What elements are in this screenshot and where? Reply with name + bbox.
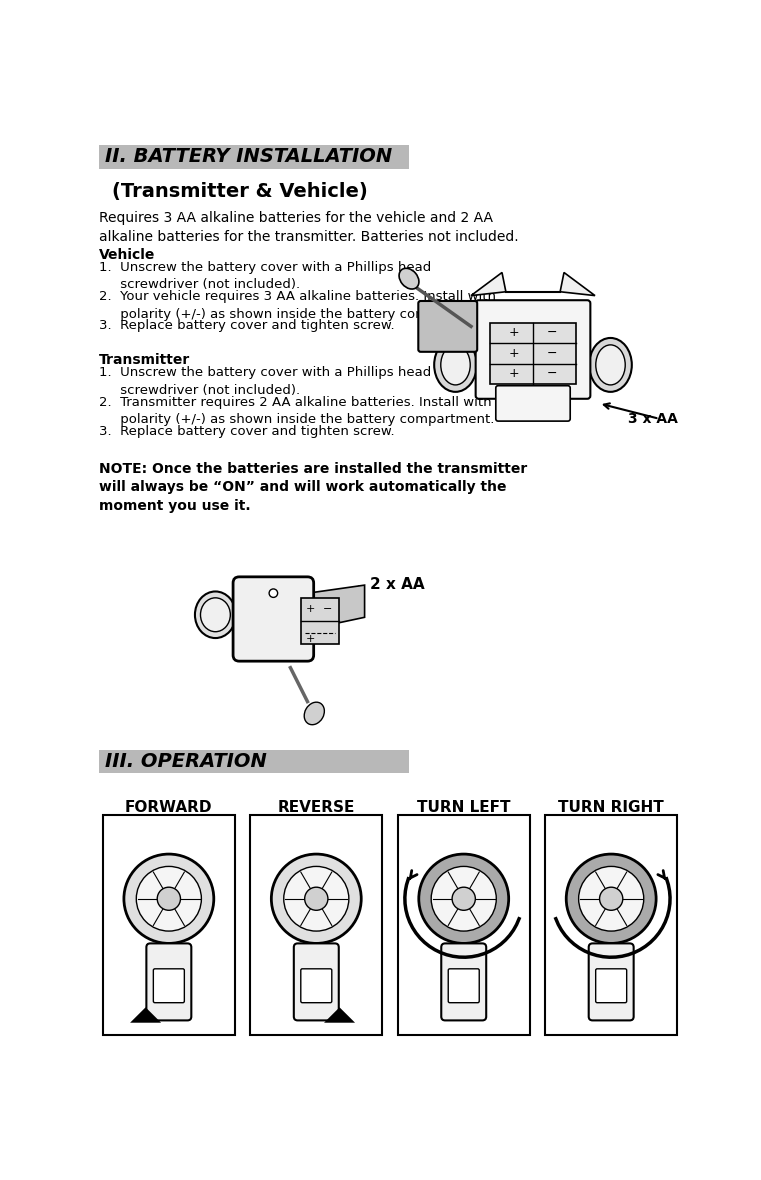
Polygon shape	[471, 273, 506, 296]
Text: II. BATTERY INSTALLATION: II. BATTERY INSTALLATION	[105, 148, 393, 166]
Ellipse shape	[589, 337, 632, 392]
Bar	[398, 815, 530, 1035]
Text: 3.  Replace battery cover and tighten screw.: 3. Replace battery cover and tighten scr…	[99, 320, 395, 333]
FancyBboxPatch shape	[301, 969, 332, 1003]
Polygon shape	[130, 1008, 161, 1023]
Ellipse shape	[441, 345, 470, 385]
Ellipse shape	[304, 702, 324, 725]
Bar	[490, 322, 575, 385]
Text: +: +	[306, 634, 316, 643]
Text: 1.  Unscrew the battery cover with a Phillips head
     screwdriver (not include: 1. Unscrew the battery cover with a Phil…	[99, 367, 431, 396]
Text: +: +	[508, 327, 519, 340]
Circle shape	[269, 589, 278, 597]
Circle shape	[272, 854, 361, 943]
Text: −: −	[547, 327, 558, 340]
Text: TURN RIGHT: TURN RIGHT	[559, 800, 664, 815]
FancyBboxPatch shape	[596, 969, 626, 1003]
Text: FORWARD: FORWARD	[125, 800, 212, 815]
Ellipse shape	[399, 268, 419, 289]
Text: +: +	[306, 604, 316, 615]
FancyBboxPatch shape	[496, 386, 570, 421]
Polygon shape	[305, 585, 365, 630]
Circle shape	[431, 866, 496, 931]
Text: 3 x AA: 3 x AA	[628, 412, 678, 426]
Circle shape	[578, 866, 644, 931]
Text: Requires 3 AA alkaline batteries for the vehicle and 2 AA
alkaline batteries for: Requires 3 AA alkaline batteries for the…	[99, 211, 519, 244]
FancyBboxPatch shape	[233, 577, 314, 661]
Text: III. OPERATION: III. OPERATION	[105, 752, 267, 771]
FancyBboxPatch shape	[154, 969, 184, 1003]
Ellipse shape	[596, 345, 626, 385]
Polygon shape	[560, 273, 595, 296]
Circle shape	[158, 887, 180, 910]
FancyBboxPatch shape	[294, 943, 339, 1021]
Circle shape	[600, 887, 622, 910]
Circle shape	[419, 854, 508, 943]
FancyBboxPatch shape	[476, 300, 591, 399]
Text: 2.  Your vehicle requires 3 AA alkaline batteries. Install with
     polarity (+: 2. Your vehicle requires 3 AA alkaline b…	[99, 290, 496, 321]
Text: 3.  Replace battery cover and tighten screw.: 3. Replace battery cover and tighten scr…	[99, 425, 395, 438]
Text: NOTE: Once the batteries are installed the transmitter: NOTE: Once the batteries are installed t…	[99, 461, 527, 476]
Ellipse shape	[195, 591, 236, 638]
Circle shape	[452, 887, 476, 910]
Circle shape	[304, 887, 328, 910]
Text: TURN LEFT: TURN LEFT	[417, 800, 511, 815]
Text: 1.  Unscrew the battery cover with a Phillips head
     screwdriver (not include: 1. Unscrew the battery cover with a Phil…	[99, 261, 431, 291]
Ellipse shape	[200, 598, 231, 631]
Text: −: −	[323, 604, 333, 615]
Text: 2.  Transmitter requires 2 AA alkaline batteries. Install with
     polarity (+/: 2. Transmitter requires 2 AA alkaline ba…	[99, 395, 495, 426]
Text: −: −	[547, 347, 558, 360]
Polygon shape	[324, 1008, 355, 1023]
FancyBboxPatch shape	[589, 943, 634, 1021]
Bar	[99, 145, 409, 169]
Text: Transmitter: Transmitter	[99, 353, 190, 367]
Bar	[546, 815, 677, 1035]
Bar	[250, 815, 382, 1035]
Text: +: +	[508, 347, 519, 360]
FancyBboxPatch shape	[419, 301, 477, 352]
Text: REVERSE: REVERSE	[278, 800, 355, 815]
Text: (Transmitter & Vehicle): (Transmitter & Vehicle)	[112, 182, 368, 201]
Ellipse shape	[435, 337, 477, 392]
Text: will always be “ON” and will work automatically the: will always be “ON” and will work automa…	[99, 480, 507, 494]
Text: −: −	[547, 367, 558, 380]
FancyBboxPatch shape	[146, 943, 191, 1021]
Text: +: +	[508, 367, 519, 380]
Circle shape	[124, 854, 214, 943]
FancyBboxPatch shape	[448, 969, 479, 1003]
Circle shape	[136, 866, 202, 931]
Text: Vehicle: Vehicle	[99, 248, 155, 262]
Bar	[99, 750, 409, 773]
Circle shape	[284, 866, 349, 931]
Circle shape	[566, 854, 656, 943]
FancyBboxPatch shape	[441, 943, 486, 1021]
Bar	[301, 598, 339, 644]
Text: 2 x AA: 2 x AA	[371, 577, 425, 592]
Bar	[103, 815, 234, 1035]
Text: moment you use it.: moment you use it.	[99, 499, 250, 513]
